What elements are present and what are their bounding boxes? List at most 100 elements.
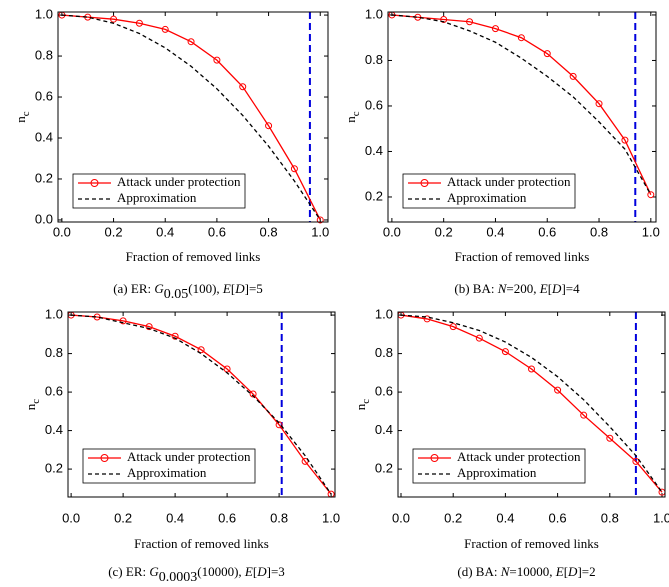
- x-tick-label: 0.8: [270, 510, 288, 525]
- caption-part: D: [567, 564, 578, 579]
- data-point: [423, 315, 431, 323]
- subplot: 0.0 0.2 0.4 0.6 0.8 1.0 0.2 0.4 0.6 0.8 1.0 Fractio…: [23, 307, 340, 586]
- plot-frame: [387, 11, 657, 223]
- y-axis-label-main: n: [23, 403, 38, 410]
- legend-label: Approximation: [127, 465, 207, 480]
- plot-frame: [57, 11, 329, 223]
- caption-part: (100),: [188, 281, 223, 296]
- x-tick-label: 0.8: [590, 224, 608, 239]
- x-axis-label: Fraction of removed links: [455, 249, 590, 264]
- legend-label: Approximation: [447, 190, 527, 205]
- plot-frame: [397, 311, 666, 498]
- legend-marker: [420, 179, 429, 187]
- caption-part: ]=2: [577, 564, 595, 579]
- caption-part: =200,: [506, 281, 539, 296]
- caption-part: E: [222, 281, 231, 296]
- data-point: [265, 122, 273, 130]
- subplot: 0.0 0.2 0.4 0.6 0.8 1.0 0.2 0.4 0.6 0.8 1.0 Fractio…: [343, 6, 660, 296]
- data-point: [580, 411, 588, 419]
- x-axis-label: Fraction of removed links: [126, 249, 261, 264]
- y-axis-label: nc: [353, 399, 372, 411]
- data-point: [197, 346, 205, 354]
- data-point: [621, 136, 629, 144]
- legend-marker: [430, 454, 439, 462]
- caption-part: ]=3: [267, 564, 285, 579]
- x-tick-label: 0.4: [486, 224, 504, 239]
- y-axis-label: nc: [343, 111, 362, 123]
- data-point: [491, 25, 499, 33]
- data-point: [606, 434, 614, 442]
- data-point: [595, 100, 603, 108]
- x-tick-label: 1.0: [322, 510, 340, 525]
- y-tick-label: 0.6: [375, 384, 393, 399]
- legend-box: [72, 173, 246, 209]
- caption: (a) ER: G0.05(100), E[D]=5: [113, 281, 263, 302]
- y-tick-label: 0.6: [45, 384, 63, 399]
- y-axis-label-main: n: [353, 403, 368, 410]
- x-tick-label: 0.2: [105, 224, 123, 239]
- caption-part: [: [231, 281, 235, 296]
- y-axis-label-sub: c: [360, 399, 372, 404]
- legend-marker: [90, 179, 99, 187]
- data-point: [475, 334, 483, 342]
- y-axis-label-sub: c: [350, 111, 362, 116]
- y-tick-label: 1.0: [35, 7, 53, 22]
- data-point: [161, 25, 169, 33]
- series-line: [400, 314, 663, 493]
- y-tick-label: 0.8: [375, 345, 393, 360]
- y-tick-label: 0.6: [35, 88, 53, 103]
- y-tick-label: 0.4: [375, 422, 393, 437]
- caption-part: E: [539, 281, 548, 296]
- x-tick-label: 0.6: [208, 224, 226, 239]
- caption-part: [: [253, 564, 257, 579]
- data-point: [239, 83, 247, 91]
- y-tick-label: 0.4: [35, 129, 53, 144]
- x-tick-label: 0.4: [496, 510, 514, 525]
- y-tick-label: 0.6: [365, 97, 383, 112]
- series-line: [71, 314, 332, 495]
- data-point: [110, 15, 118, 23]
- data-point: [449, 323, 457, 331]
- x-tick-label: 0.2: [444, 510, 462, 525]
- data-point: [528, 365, 535, 373]
- x-tick-label: 0.0: [53, 224, 71, 239]
- data-point: [569, 72, 577, 80]
- caption-part: =10000,: [509, 564, 555, 579]
- plot-frame: [67, 311, 336, 498]
- x-tick-label: 0.0: [62, 510, 80, 525]
- y-tick-label: 1.0: [365, 6, 383, 21]
- legend-marker: [100, 454, 109, 462]
- caption-part: E: [555, 564, 564, 579]
- caption-part: 0.05: [164, 287, 189, 302]
- x-tick-label: 0.6: [549, 510, 567, 525]
- legend-label: Attack under protection: [117, 174, 241, 189]
- legend-box: [402, 173, 576, 209]
- x-tick-label: 0.0: [383, 224, 401, 239]
- caption-part: D: [234, 281, 245, 296]
- y-tick-label: 0.4: [45, 422, 63, 437]
- y-tick-label: 0.8: [365, 52, 383, 67]
- data-point: [647, 191, 655, 199]
- caption-part: (d) BA:: [457, 564, 500, 579]
- x-tick-label: 1.0: [311, 224, 329, 239]
- data-point: [135, 19, 143, 27]
- y-tick-label: 0.2: [35, 170, 53, 185]
- data-point: [632, 457, 640, 465]
- y-tick-label: 0.2: [375, 461, 393, 476]
- caption-part: ]=5: [245, 281, 263, 296]
- legend-box: [82, 448, 256, 484]
- data-point: [316, 216, 324, 224]
- data-point: [290, 165, 298, 173]
- y-axis-label: nc: [23, 399, 42, 411]
- caption: (c) ER: G0.0003(10000), E[D]=3: [108, 564, 285, 585]
- y-tick-label: 0.8: [45, 345, 63, 360]
- caption-part: G: [149, 564, 159, 579]
- series-line: [391, 14, 652, 195]
- data-point: [543, 50, 551, 58]
- x-tick-label: 0.6: [538, 224, 556, 239]
- y-tick-label: 0.2: [365, 188, 383, 203]
- y-axis-label-main: n: [343, 116, 358, 123]
- series-line: [391, 14, 652, 196]
- legend-label: Attack under protection: [447, 174, 571, 189]
